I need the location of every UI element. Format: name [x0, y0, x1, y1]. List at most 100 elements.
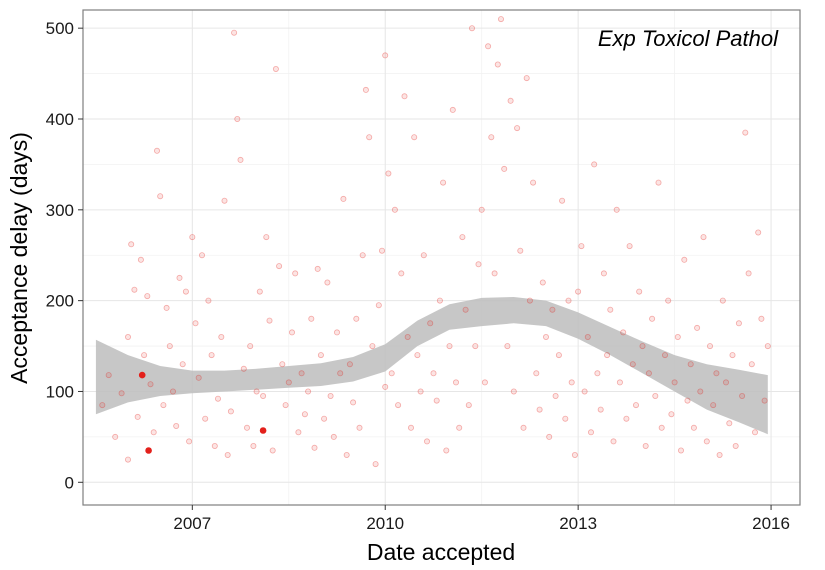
x-tick-label: 2013 — [559, 514, 597, 533]
data-point — [395, 402, 402, 409]
data-point — [462, 306, 469, 313]
data-point — [758, 315, 765, 322]
data-point — [465, 402, 472, 409]
data-point — [752, 429, 759, 436]
data-point — [221, 197, 228, 204]
data-point — [478, 206, 485, 213]
data-point — [507, 97, 514, 104]
data-point — [382, 52, 389, 59]
data-point — [613, 206, 620, 213]
data-point — [649, 315, 656, 322]
data-point — [510, 388, 517, 395]
data-point — [118, 390, 125, 397]
data-point — [385, 170, 392, 177]
x-tick-label: 2010 — [366, 514, 404, 533]
data-point — [423, 438, 430, 445]
data-point — [581, 388, 588, 395]
smooth-confidence-band — [95, 297, 768, 435]
data-point — [234, 116, 241, 123]
data-point — [128, 241, 135, 248]
data-point — [690, 424, 697, 431]
highlighted-data-point — [145, 447, 152, 454]
x-tick-label: 2007 — [173, 514, 211, 533]
data-point — [272, 66, 279, 73]
data-point — [633, 402, 640, 409]
data-point — [658, 424, 665, 431]
data-point — [571, 451, 578, 458]
data-point — [584, 333, 591, 340]
data-point — [298, 370, 305, 377]
data-point — [594, 370, 601, 377]
data-point — [343, 451, 350, 458]
data-point — [401, 93, 408, 100]
data-point — [440, 179, 447, 186]
data-point — [350, 399, 357, 406]
data-point — [501, 165, 508, 172]
data-point — [411, 134, 418, 141]
data-point — [250, 442, 257, 449]
data-point — [735, 320, 742, 327]
highlighted-data-point — [259, 427, 267, 434]
data-point — [475, 261, 482, 268]
data-point — [366, 134, 373, 141]
data-point — [105, 372, 112, 379]
data-point — [668, 411, 675, 418]
data-point — [575, 288, 582, 295]
data-point — [330, 433, 337, 440]
data-point — [449, 106, 456, 113]
data-point — [739, 392, 746, 399]
data-point — [99, 402, 106, 409]
data-point — [112, 433, 119, 440]
data-point — [359, 252, 366, 259]
data-point — [710, 402, 717, 409]
panel-border — [82, 9, 801, 506]
data-point — [539, 279, 546, 286]
data-point — [723, 379, 730, 386]
data-point — [642, 442, 649, 449]
data-point — [176, 274, 183, 281]
data-point — [604, 352, 611, 359]
data-point — [764, 343, 771, 350]
data-point — [514, 125, 521, 132]
data-point — [468, 25, 475, 32]
data-point — [687, 361, 694, 368]
data-point — [260, 392, 267, 399]
data-point — [279, 361, 286, 368]
data-point — [125, 333, 132, 340]
data-point — [211, 442, 218, 449]
minor-grid — [83, 10, 800, 505]
data-point — [404, 333, 411, 340]
data-point — [697, 388, 704, 395]
data-point — [623, 415, 630, 422]
data-point — [732, 442, 739, 449]
data-point — [645, 370, 652, 377]
data-point — [144, 293, 151, 300]
data-point — [517, 247, 524, 254]
data-point — [481, 379, 488, 386]
data-point — [382, 383, 389, 390]
data-point — [559, 197, 566, 204]
data-point — [597, 406, 604, 413]
y-axis: 0 100 200 300 400 500 — [46, 19, 83, 492]
data-point — [414, 352, 421, 359]
data-point — [305, 388, 312, 395]
data-point — [169, 388, 176, 395]
data-point — [308, 315, 315, 322]
data-point — [694, 324, 701, 331]
data-point — [607, 306, 614, 313]
data-point — [285, 379, 292, 386]
data-point — [459, 234, 466, 241]
data-point — [504, 343, 511, 350]
data-point — [729, 352, 736, 359]
data-point — [324, 279, 331, 286]
data-point — [494, 61, 501, 68]
data-point — [407, 424, 414, 431]
data-point — [533, 370, 540, 377]
x-tick-label: 2016 — [752, 514, 790, 533]
y-tick-label: 500 — [46, 19, 74, 38]
data-point — [391, 206, 398, 213]
data-point — [295, 429, 302, 436]
data-point — [430, 370, 437, 377]
data-point — [292, 270, 299, 277]
